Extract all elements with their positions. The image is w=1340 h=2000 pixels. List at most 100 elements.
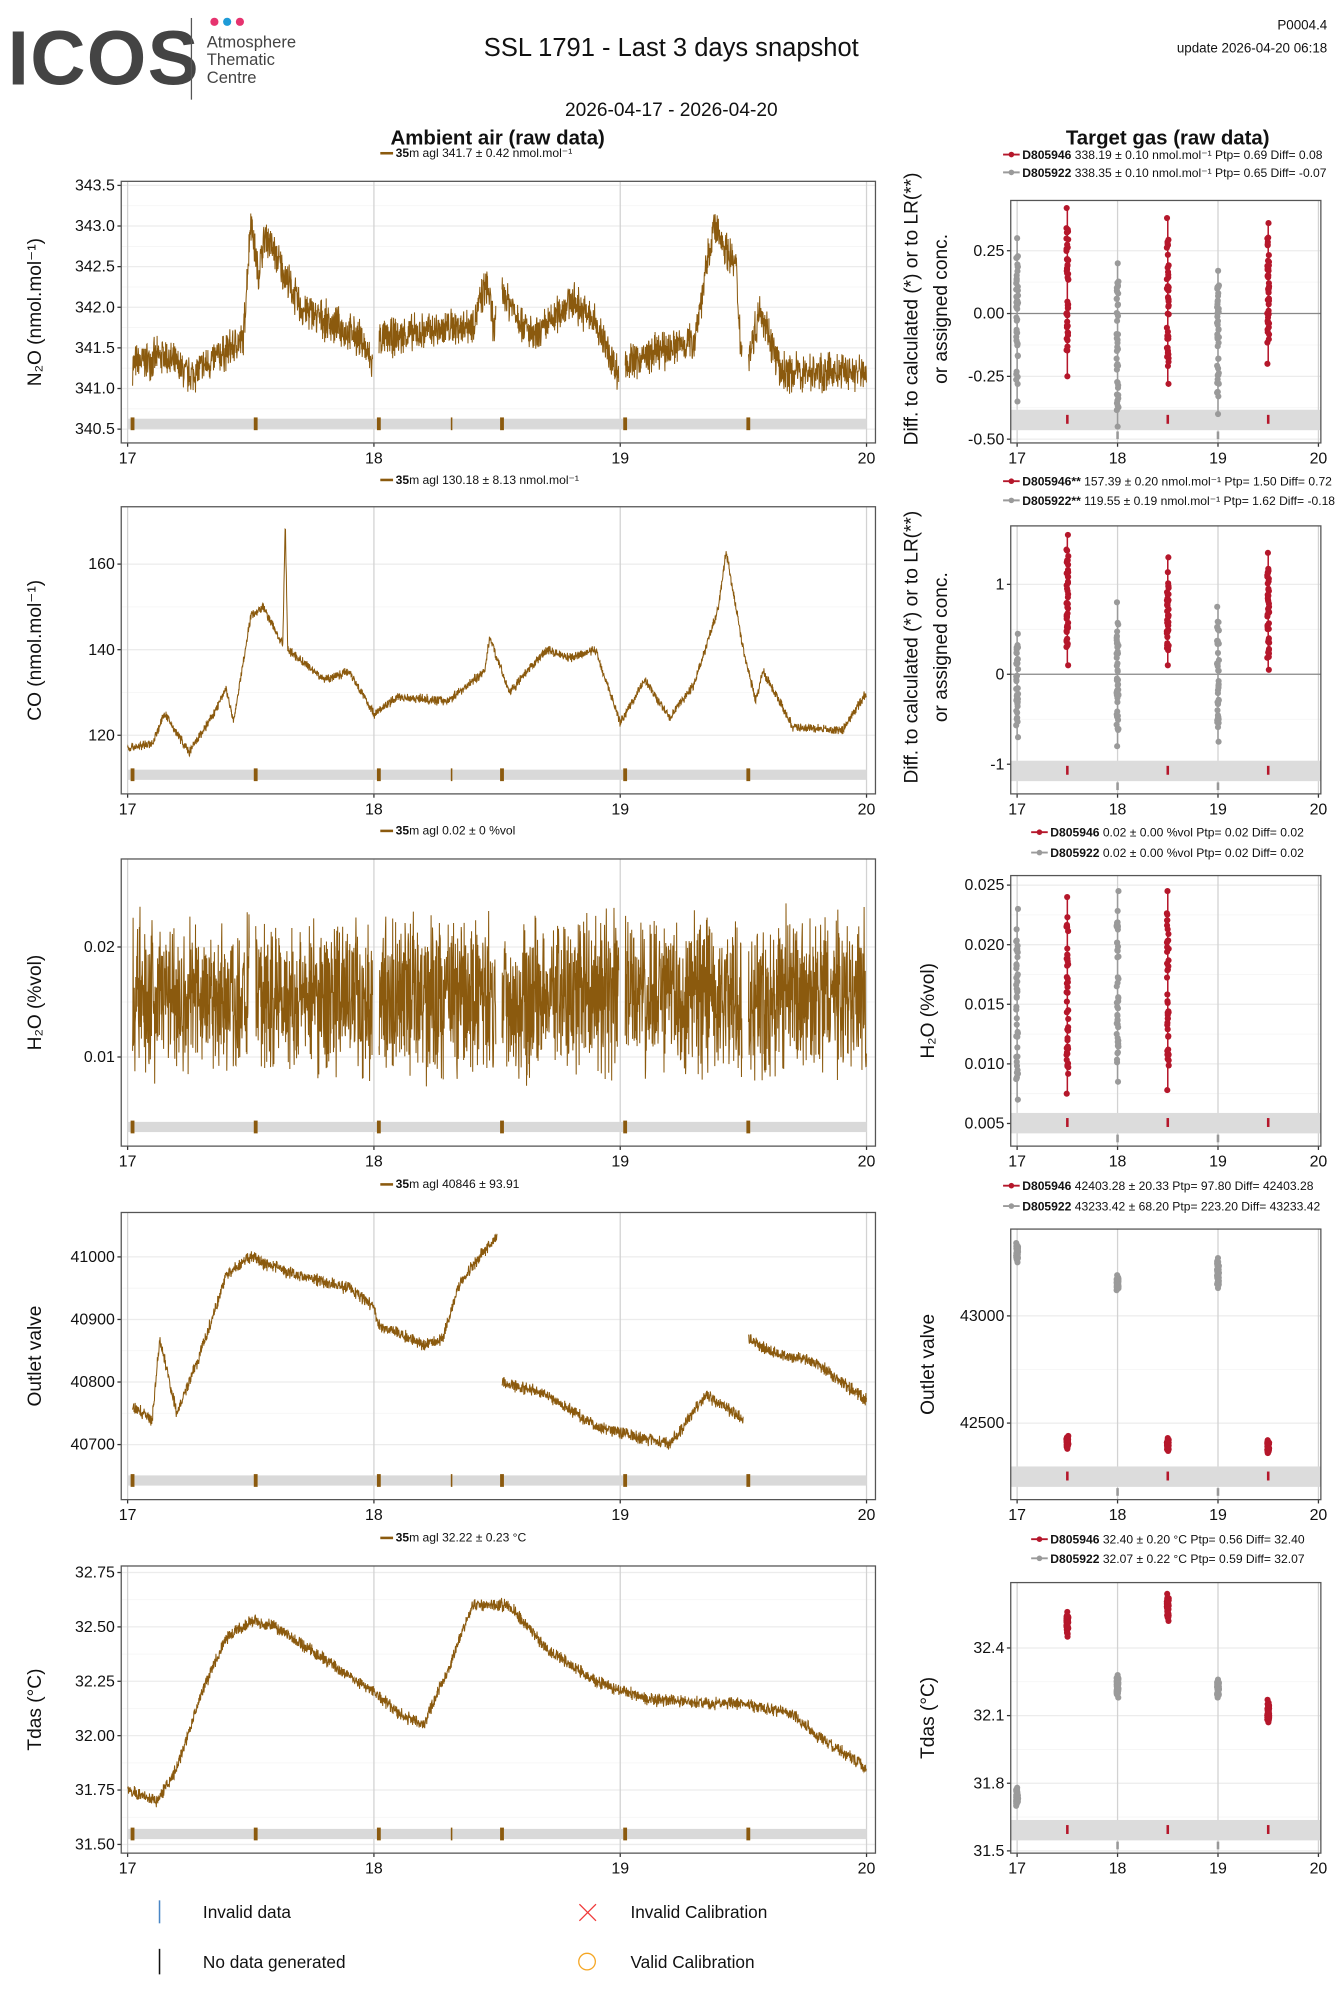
- series-line: [132, 1233, 867, 1450]
- x-tick-label: 19: [1209, 801, 1227, 818]
- data-point: [1214, 298, 1221, 305]
- data-point: [1065, 1027, 1072, 1034]
- target-column-D805946: [1163, 554, 1172, 669]
- legend-entry: 35m agl 341.7 ± 0.42 nmol.mol⁻¹: [396, 146, 573, 160]
- x-tick-label: 17: [119, 1507, 137, 1524]
- legend-stats: 338.35 ± 0.10 nmol.mol⁻¹ Ptp= 0.65 Diff=…: [1071, 166, 1326, 180]
- y-tick-label: 343.0: [75, 218, 115, 235]
- data-point: [1014, 954, 1021, 961]
- y-tick-label: 32.25: [75, 1673, 115, 1690]
- y-tick-label: 32.00: [75, 1728, 115, 1745]
- series-line: [132, 213, 867, 394]
- y-tick-label: 0.020: [964, 937, 1004, 954]
- data-point: [1165, 1614, 1172, 1621]
- flag-band: [127, 1828, 867, 1840]
- data-point: [1215, 667, 1222, 674]
- y-tick-label: 0.005: [964, 1116, 1004, 1133]
- x-tick-label: 17: [1008, 1154, 1026, 1171]
- data-point: [1064, 1063, 1071, 1070]
- legend-label-valid-calibration: Valid Calibration: [630, 1952, 754, 1972]
- data-point: [1113, 675, 1121, 682]
- legend-entry: D805946 338.19 ± 0.10 nmol.mol⁻¹ Ptp= 0.…: [1022, 148, 1323, 162]
- data-point: [1113, 284, 1120, 291]
- flag-marker: [1266, 1825, 1270, 1834]
- data-point: [1113, 634, 1120, 641]
- data-point: [1264, 573, 1271, 580]
- data-point: [1163, 285, 1170, 292]
- y-axis-label: Tdas (°C): [918, 1677, 939, 1759]
- legend-stats: m agl 341.7 ± 0.42 nmol.mol⁻¹: [409, 146, 572, 160]
- y-tick-label: 140: [88, 642, 115, 659]
- flag-marker: [500, 1827, 504, 1841]
- legend-entry: D805946** 157.39 ± 0.20 nmol.mol⁻¹ Ptp= …: [1022, 475, 1332, 489]
- data-point: [1265, 605, 1272, 612]
- data-point: [1015, 690, 1022, 697]
- legend-height: 35: [396, 146, 410, 160]
- data-point: [1165, 311, 1172, 318]
- x-tick-label: 17: [1008, 1507, 1026, 1524]
- flag-marker: [253, 768, 258, 782]
- data-point: [1064, 332, 1072, 339]
- flag-marker: [746, 1120, 751, 1134]
- y-tick-label: 41000: [71, 1249, 115, 1266]
- legend-entry: D805946 32.40 ± 0.20 °C Ptp= 0.56 Diff= …: [1050, 1533, 1305, 1547]
- series-line: [132, 903, 867, 1087]
- data-point: [1265, 567, 1272, 575]
- target-column-D805922: [1013, 905, 1022, 1103]
- data-point: [1064, 228, 1072, 235]
- target-column-D805946: [1163, 888, 1172, 1094]
- flag-band: [127, 418, 867, 429]
- data-point: [1114, 660, 1121, 667]
- data-point: [1215, 677, 1222, 685]
- data-point: [1014, 297, 1021, 304]
- y-tick-label: -0.25: [968, 368, 1004, 385]
- data-point: [1164, 1443, 1171, 1451]
- data-point: [1014, 703, 1021, 710]
- data-point: [1014, 978, 1021, 985]
- data-point: [1014, 398, 1021, 405]
- data-point: [1065, 257, 1072, 264]
- x-tick-label: 18: [365, 1507, 383, 1524]
- flag-marker: [253, 417, 258, 431]
- flag-marker: [1216, 431, 1220, 440]
- legend-height: 35: [396, 824, 410, 838]
- target-column-D805946: [1264, 1696, 1273, 1726]
- x-tick-label: 17: [1008, 450, 1026, 467]
- target-column-D805946: [1163, 1435, 1172, 1455]
- x-tick-label: 20: [858, 1861, 876, 1878]
- legend-label-no-data: No data generated: [203, 1952, 346, 1972]
- x-tick-label: 19: [611, 801, 629, 818]
- x-tick-label: 18: [365, 801, 383, 818]
- data-point: [1064, 642, 1071, 649]
- data-point: [1064, 893, 1071, 901]
- flag-marker: [1066, 1471, 1069, 1481]
- data-point: [1165, 1052, 1172, 1059]
- data-point: [1265, 600, 1272, 607]
- legend-cylinder-id: D805922: [1022, 1200, 1071, 1214]
- data-point: [1164, 251, 1171, 258]
- data-point: [1114, 302, 1121, 309]
- legend-swatch-dot: [1036, 1536, 1043, 1542]
- flag-marker: [130, 1120, 135, 1134]
- plot-background: [121, 506, 876, 794]
- data-point: [1013, 326, 1020, 333]
- data-point: [1164, 937, 1171, 945]
- data-point: [1113, 366, 1120, 373]
- legend-stats: 32.07 ± 0.22 °C Ptp= 0.59 Diff= 32.07: [1099, 1552, 1304, 1566]
- data-point: [1114, 954, 1121, 961]
- flag-marker: [1066, 1118, 1069, 1127]
- data-point: [1114, 644, 1121, 651]
- plot-frame: [1010, 525, 1322, 795]
- data-point: [1014, 342, 1021, 349]
- y-tick-label: 0.25: [973, 243, 1004, 260]
- data-point: [1064, 270, 1071, 277]
- target-column-D805922: [1113, 260, 1122, 430]
- data-point: [1014, 949, 1021, 956]
- data-point: [1215, 334, 1222, 341]
- data-point: [1264, 360, 1271, 367]
- plot-background: [121, 181, 876, 443]
- data-point: [1114, 648, 1121, 655]
- flag-marker: [1266, 1471, 1270, 1481]
- target-column-D805946: [1264, 1437, 1273, 1457]
